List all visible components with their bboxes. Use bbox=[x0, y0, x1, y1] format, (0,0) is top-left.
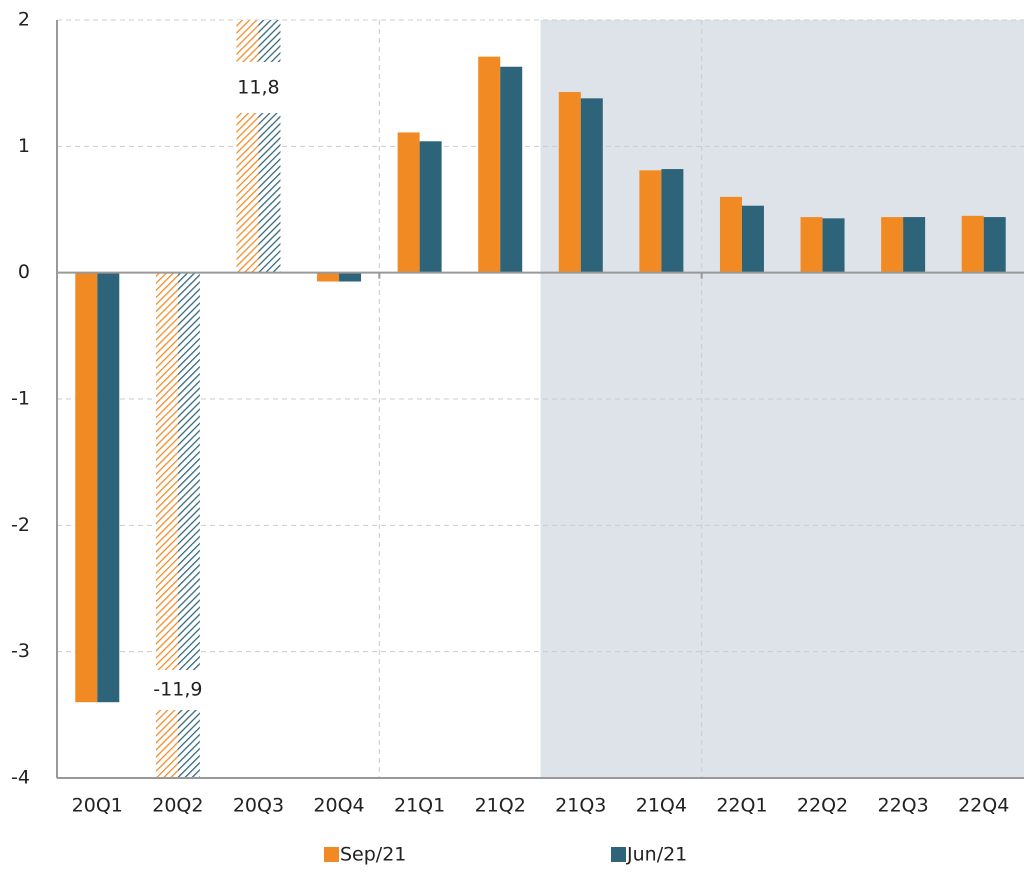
legend-swatch bbox=[324, 847, 339, 862]
bar bbox=[822, 218, 845, 273]
bar bbox=[661, 169, 684, 273]
bar bbox=[500, 66, 523, 273]
x-tick-label: 22Q3 bbox=[878, 795, 929, 817]
x-tick-label: 21Q2 bbox=[475, 795, 526, 817]
legend-swatch bbox=[611, 847, 626, 862]
bar-broken bbox=[177, 272, 200, 670]
y-tick-label: 0 bbox=[18, 261, 30, 283]
bar bbox=[903, 217, 926, 273]
bar bbox=[317, 272, 340, 282]
bar bbox=[75, 272, 98, 703]
bar bbox=[639, 170, 662, 273]
y-tick-label: 1 bbox=[18, 135, 30, 157]
y-tick-label: 2 bbox=[18, 9, 30, 31]
x-tick-label: 22Q2 bbox=[797, 795, 848, 817]
bar bbox=[558, 92, 581, 273]
bar bbox=[741, 205, 764, 273]
bar-broken bbox=[236, 113, 259, 273]
y-tick-label: -1 bbox=[11, 388, 30, 410]
bar bbox=[339, 272, 362, 282]
value-label: -11,9 bbox=[153, 679, 202, 701]
x-tick-label: 22Q1 bbox=[716, 795, 767, 817]
bar bbox=[397, 132, 420, 273]
bar-broken bbox=[155, 272, 178, 670]
bar bbox=[800, 217, 823, 273]
x-tick-label: 20Q4 bbox=[313, 795, 364, 817]
x-tick-label: 21Q1 bbox=[394, 795, 445, 817]
x-tick-label: 20Q2 bbox=[152, 795, 203, 817]
y-tick-label: -4 bbox=[11, 767, 30, 789]
bar bbox=[97, 272, 120, 703]
bar bbox=[580, 98, 603, 273]
x-tick-label: 20Q1 bbox=[72, 795, 123, 817]
bar bbox=[478, 56, 501, 273]
x-tick-label: 21Q4 bbox=[636, 795, 687, 817]
y-tick-label: -3 bbox=[11, 640, 30, 662]
x-tick-label: 22Q4 bbox=[958, 795, 1009, 817]
y-tick-label: -2 bbox=[11, 514, 30, 536]
x-tick-label: 21Q3 bbox=[555, 795, 606, 817]
bar bbox=[719, 196, 742, 273]
bar bbox=[881, 217, 904, 273]
bar-broken bbox=[258, 113, 281, 273]
legend-label: Jun/21 bbox=[626, 844, 687, 866]
bar bbox=[961, 215, 984, 273]
x-tick-label: 20Q3 bbox=[233, 795, 284, 817]
bar-broken bbox=[155, 710, 178, 778]
bar-broken bbox=[236, 20, 259, 62]
bar bbox=[983, 217, 1006, 273]
bar bbox=[419, 141, 442, 273]
value-label: 11,8 bbox=[237, 77, 279, 99]
legend-label: Sep/21 bbox=[340, 844, 406, 866]
bar-broken bbox=[177, 710, 200, 778]
bar-broken bbox=[258, 20, 281, 62]
